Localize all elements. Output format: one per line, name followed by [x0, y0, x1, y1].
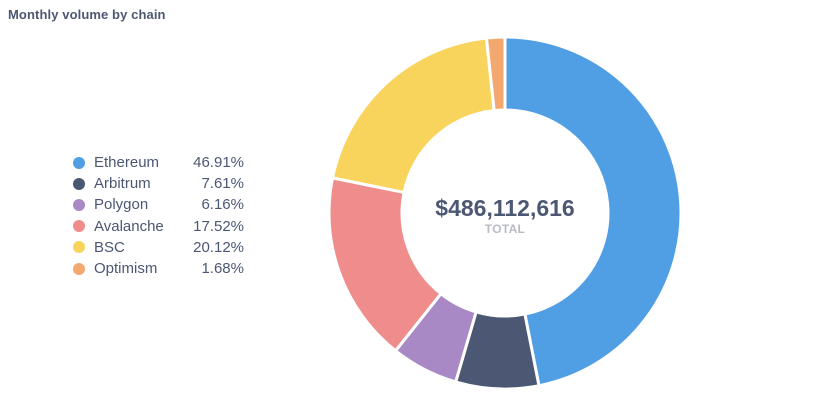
legend-item-polygon[interactable]: Polygon 6.16% — [73, 194, 253, 215]
donut-chart: $486,112,616 TOTAL — [327, 35, 683, 391]
legend-swatch — [73, 177, 85, 190]
legend-percent: 7.61% — [201, 175, 244, 193]
donut-slice-optimism[interactable] — [484, 35, 507, 113]
legend-swatch — [73, 262, 85, 275]
legend-percent: 6.16% — [201, 196, 244, 214]
legend-item-arbitrum[interactable]: Arbitrum 7.61% — [73, 173, 253, 194]
legend-label: Avalanche — [94, 217, 164, 235]
legend-label: BSC — [94, 238, 125, 256]
legend-item-bsc[interactable]: BSC 20.12% — [73, 237, 253, 258]
legend-swatch — [73, 220, 85, 233]
donut-slice-ethereum[interactable] — [503, 35, 683, 388]
legend-percent: 1.68% — [201, 260, 244, 278]
chart-legend: Ethereum 46.91% Arbitrum 7.61% Polygon 6… — [73, 152, 253, 279]
legend-item-avalanche[interactable]: Avalanche 17.52% — [73, 216, 253, 237]
legend-label: Polygon — [94, 196, 149, 214]
donut-slice-bsc[interactable] — [331, 36, 496, 194]
legend-label: Arbitrum — [94, 175, 151, 193]
legend-item-ethereum[interactable]: Ethereum 46.91% — [73, 152, 253, 173]
donut-total-value: $486,112,616 — [435, 195, 574, 221]
donut-total-label: TOTAL — [485, 222, 525, 236]
legend-percent: 20.12% — [193, 238, 244, 256]
legend-percent: 17.52% — [193, 217, 244, 235]
chart-title: Monthly volume by chain — [8, 7, 166, 22]
legend-swatch — [73, 198, 85, 211]
legend-percent: 46.91% — [193, 154, 244, 172]
legend-item-optimism[interactable]: Optimism 1.68% — [73, 258, 253, 279]
donut-slices — [327, 35, 683, 391]
legend-label: Optimism — [94, 260, 158, 278]
legend-label: Ethereum — [94, 154, 160, 172]
legend-swatch — [73, 156, 85, 169]
legend-swatch — [73, 241, 85, 254]
